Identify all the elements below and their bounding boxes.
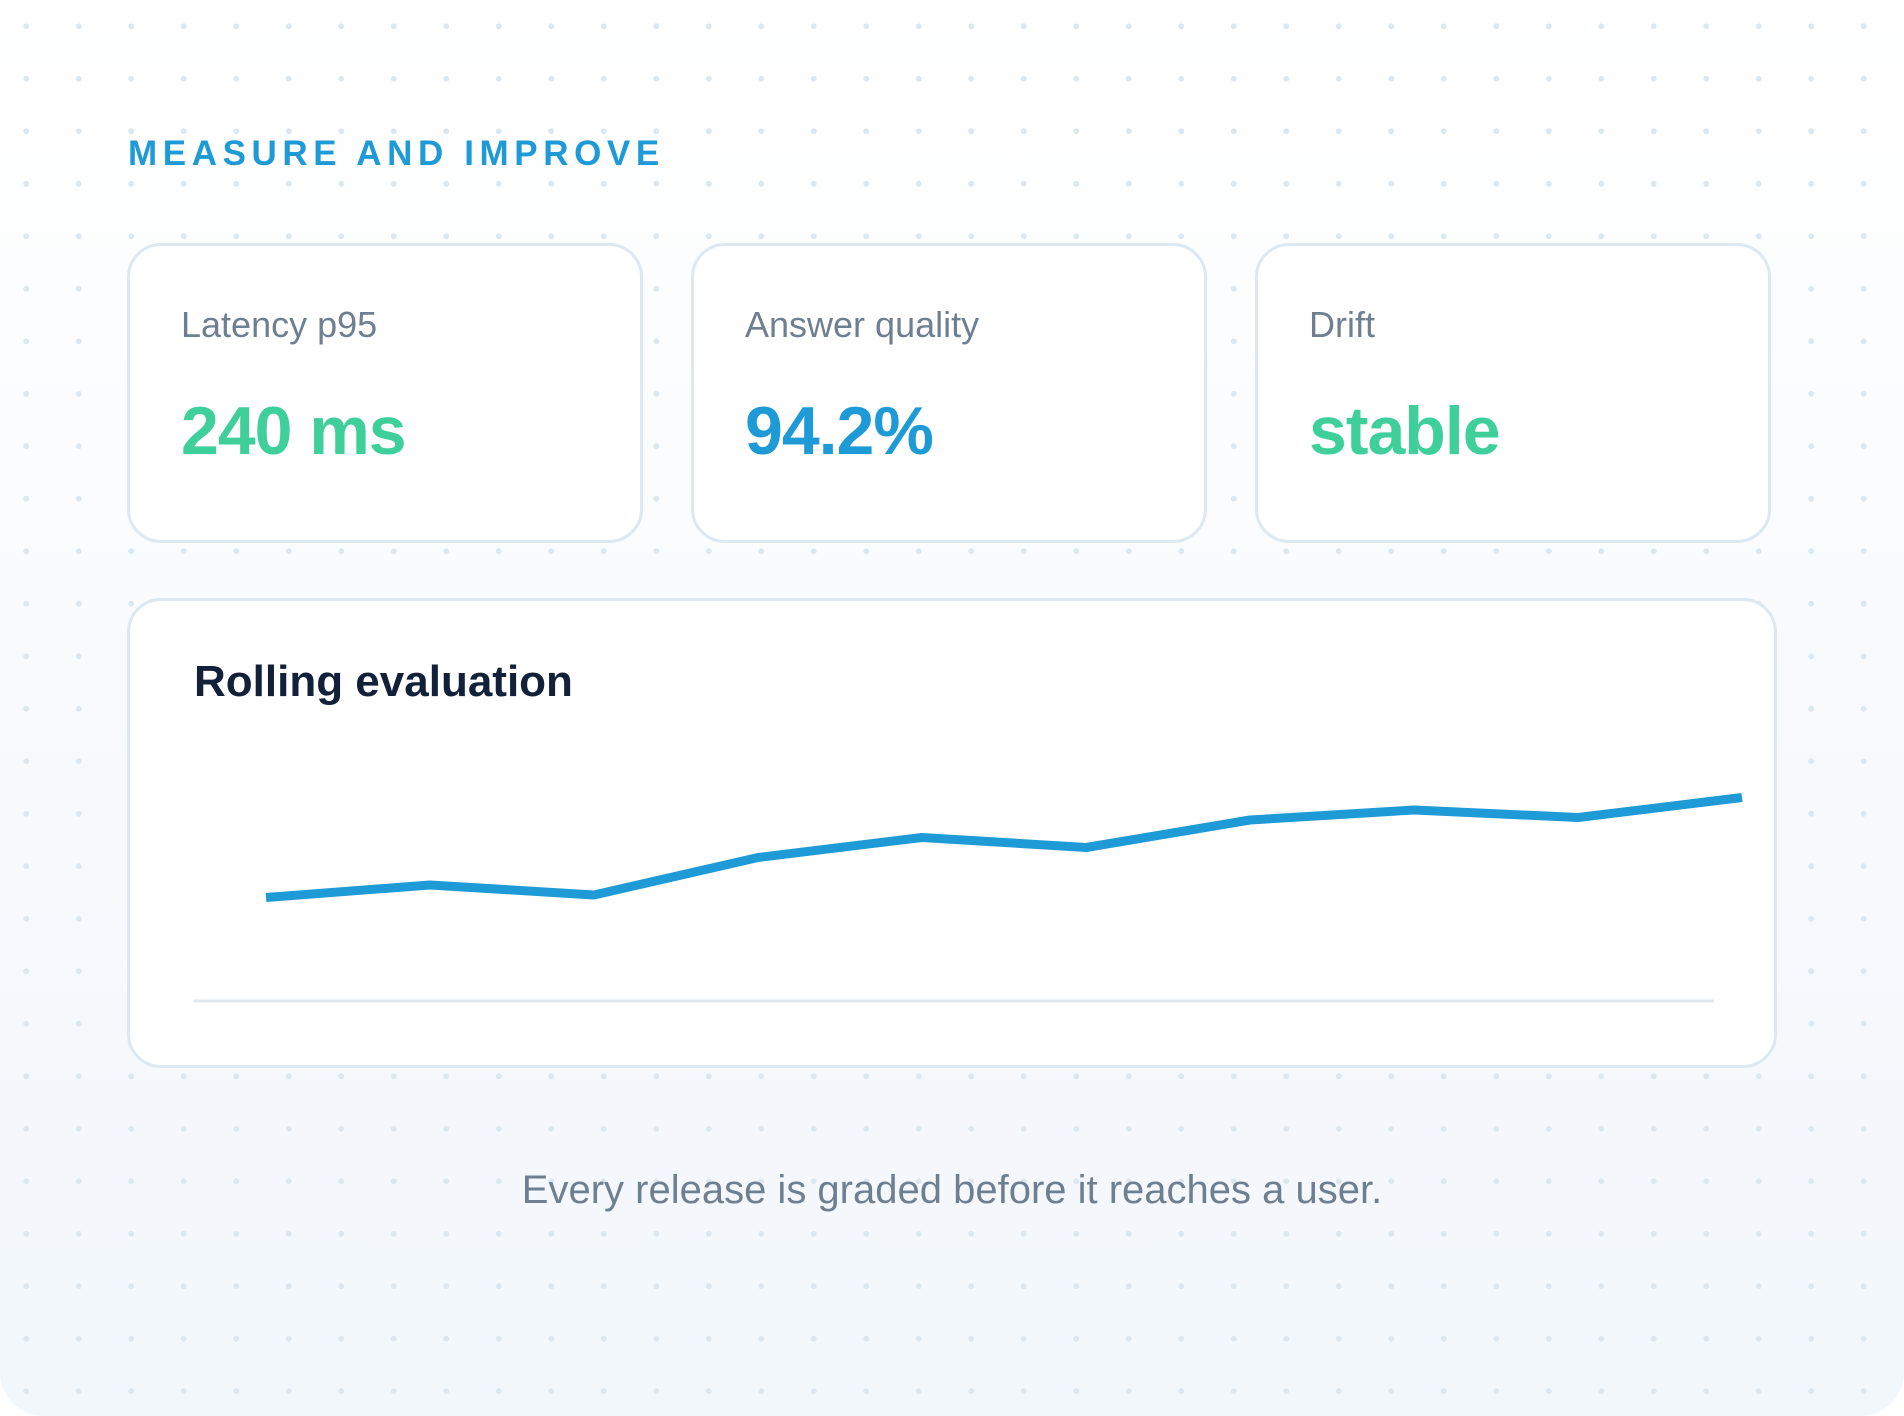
stat-card-drift: Drift stable: [1255, 243, 1771, 543]
series-line: [265, 793, 1743, 902]
stat-value: 240 ms: [181, 393, 407, 469]
rolling-evaluation-chart: [194, 793, 1743, 1003]
stat-label: Latency p95: [181, 304, 378, 345]
chart-title: Rolling evaluation: [194, 657, 573, 706]
stat-value: stable: [1309, 393, 1501, 469]
stat-card-latency: Latency p95 240 ms: [127, 243, 643, 543]
footer-caption: Every release is graded before it reache…: [521, 1168, 1383, 1212]
stat-label: Drift: [1309, 304, 1375, 345]
chart-card: Rolling evaluation: [127, 598, 1777, 1068]
stat-value: 94.2%: [745, 393, 934, 469]
stat-label: Answer quality: [745, 304, 980, 345]
stat-card-answer-quality: Answer quality 94.2%: [691, 243, 1207, 543]
section-eyebrow: MEASURE AND IMPROVE: [128, 134, 665, 173]
